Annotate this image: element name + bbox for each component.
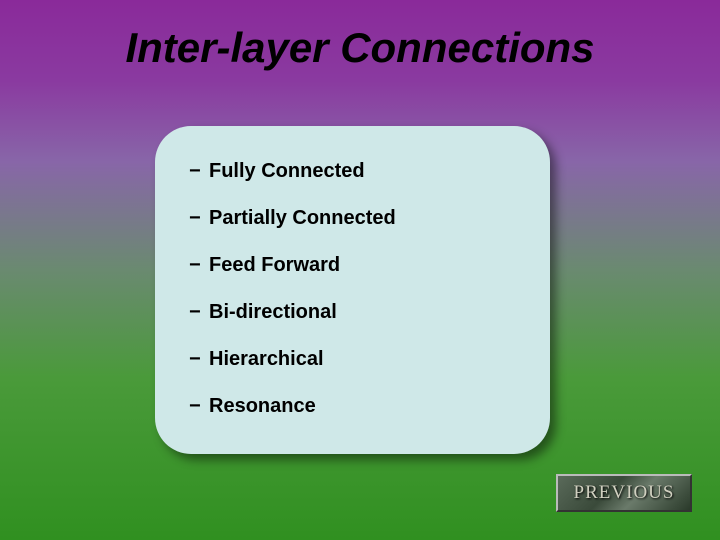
list-item: − Bi-directional (189, 301, 536, 324)
previous-button-label: PREVIOUS (574, 482, 675, 504)
list-item-label: Fully Connected (209, 160, 365, 183)
bullet-glyph: − (189, 395, 209, 418)
list-item: − Fully Connected (189, 160, 536, 183)
bullet-glyph: − (189, 301, 209, 324)
list-item: − Resonance (189, 395, 536, 418)
list-item-label: Feed Forward (209, 254, 340, 277)
page-title: Inter-layer Connections (0, 24, 720, 72)
list-item-label: Bi-directional (209, 301, 337, 324)
list-item: − Feed Forward (189, 254, 536, 277)
bullet-glyph: − (189, 348, 209, 371)
bullet-glyph: − (189, 207, 209, 230)
list-item-label: Partially Connected (209, 207, 396, 230)
list-item: − Hierarchical (189, 348, 536, 371)
content-panel: − Fully Connected − Partially Connected … (155, 126, 550, 454)
bullet-glyph: − (189, 160, 209, 183)
list-item-label: Hierarchical (209, 348, 324, 371)
list-item: − Partially Connected (189, 207, 536, 230)
bullet-glyph: − (189, 254, 209, 277)
previous-button[interactable]: PREVIOUS (556, 474, 692, 512)
list-item-label: Resonance (209, 395, 316, 418)
